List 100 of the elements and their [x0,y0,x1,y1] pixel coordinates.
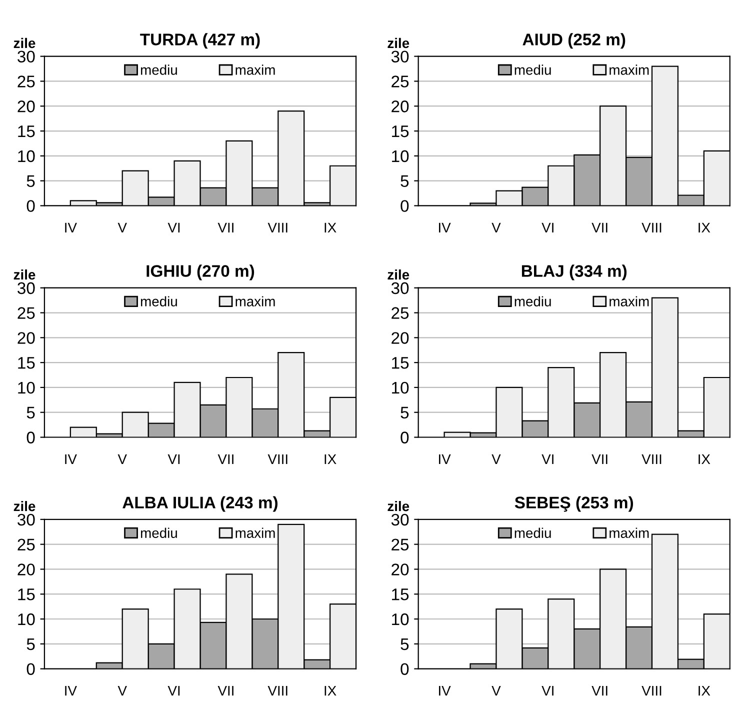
y-tick-label: 30 [391,514,409,526]
y-axis-title: zile [388,38,410,48]
y-tick-label: 30 [391,50,409,63]
x-tick-label: V [492,686,501,696]
y-tick-label: 10 [18,613,35,626]
x-tick-label: IV [439,454,451,464]
y-tick-label: 30 [18,282,35,294]
y-tick-label: 5 [400,406,409,419]
chart-title: TURDA (427 m) [140,33,260,49]
legend-label: maxim [236,64,275,75]
x-tick-label: VIII [268,454,288,464]
y-tick-label: 25 [392,76,409,88]
y-tick-label: 20 [392,332,409,344]
y-tick-label: 25 [392,538,409,551]
y-tick-label: 25 [18,76,35,88]
legend-label: maxim [610,528,649,538]
x-tick-label: VII [218,222,234,232]
x-tick-label: VIII [642,222,662,232]
chart-title: AIUD (252 m) [522,33,626,49]
y-tick-label: 20 [392,100,409,112]
x-tick-label: IV [65,454,77,464]
legend-label: mediu [140,528,177,538]
chart-title: IGHIU (270 m) [146,264,254,280]
y-tick-label: 15 [392,357,409,369]
y-tick-label: 20 [18,332,35,344]
y-axis-title: zile [388,269,410,280]
x-tick-label: VII [592,222,608,232]
legend-label: maxim [610,64,649,75]
x-tick-label: VIII [642,454,662,464]
x-tick-label: VII [592,454,608,464]
y-tick-label: 10 [18,150,35,162]
x-tick-label: VI [168,454,180,464]
x-tick-label: IX [324,454,336,464]
x-tick-label: IX [698,222,710,232]
x-tick-label: VIII [268,686,288,696]
x-tick-label: VIII [268,222,288,232]
y-tick-label: 10 [392,613,409,626]
x-tick-label: IV [65,686,77,696]
x-tick-label: IX [698,686,710,696]
y-axis-title: zile [14,269,36,280]
legend-label: mediu [140,64,177,75]
x-tick-label: V [492,222,501,232]
legend-label: maxim [236,528,275,538]
y-tick-label: 10 [18,382,35,394]
chart-title: SEBEŞ (253 m) [514,496,634,512]
x-tick-label: VI [542,686,554,696]
x-tick-label: IX [324,222,336,232]
y-tick-label: 10 [392,382,409,394]
x-tick-label: VI [168,222,180,232]
y-tick-label: 0 [26,432,35,444]
y-tick-label: 20 [18,564,35,576]
x-tick-label: VIII [642,686,662,696]
x-tick-label: IV [439,222,451,232]
x-tick-label: V [118,686,127,696]
x-tick-label: VI [542,454,554,464]
y-axis-title: zile [14,38,36,48]
x-tick-label: V [118,454,127,464]
y-tick-label: 5 [400,638,409,650]
y-tick-label: 5 [26,175,35,188]
y-tick-label: 0 [400,200,409,212]
legend-label: maxim [236,296,275,306]
y-tick-label: 0 [400,663,409,676]
y-axis-title: zile [14,500,36,512]
x-tick-label: VII [592,686,608,696]
y-axis-title: zile [388,500,410,512]
y-tick-label: 30 [18,514,35,526]
y-tick-label: 15 [392,588,409,600]
legend-label: maxim [610,296,649,306]
y-tick-label: 30 [18,50,35,63]
x-tick-label: VII [218,454,234,464]
y-tick-label: 5 [400,175,409,188]
y-tick-label: 30 [391,282,409,294]
legend-label: mediu [140,296,177,306]
x-tick-label: V [118,222,127,232]
chart-title: ALBA IULIA (243 m) [122,496,278,512]
legend-label: mediu [514,528,551,538]
x-tick-label: IV [65,222,77,232]
y-tick-label: 20 [18,100,35,112]
x-tick-label: V [492,454,501,464]
y-tick-label: 25 [18,307,35,319]
legend-label: mediu [514,64,551,75]
y-tick-label: 0 [26,663,35,676]
x-tick-label: IX [324,686,336,696]
y-tick-label: 0 [26,200,35,212]
y-tick-label: 15 [18,588,35,600]
chart-title: BLAJ (334 m) [522,264,627,280]
y-tick-label: 10 [392,150,409,162]
x-tick-label: VI [168,686,180,696]
x-tick-label: IX [698,454,710,464]
y-tick-label: 5 [26,406,35,419]
legend-label: mediu [514,296,551,306]
y-tick-label: 15 [18,126,35,138]
x-tick-label: IV [439,686,451,696]
y-tick-label: 5 [26,638,35,650]
y-tick-label: 20 [392,564,409,576]
x-tick-label: VI [542,222,554,232]
x-tick-label: VII [218,686,234,696]
y-tick-label: 25 [392,307,409,319]
y-tick-label: 25 [18,538,35,551]
y-tick-label: 15 [18,357,35,369]
